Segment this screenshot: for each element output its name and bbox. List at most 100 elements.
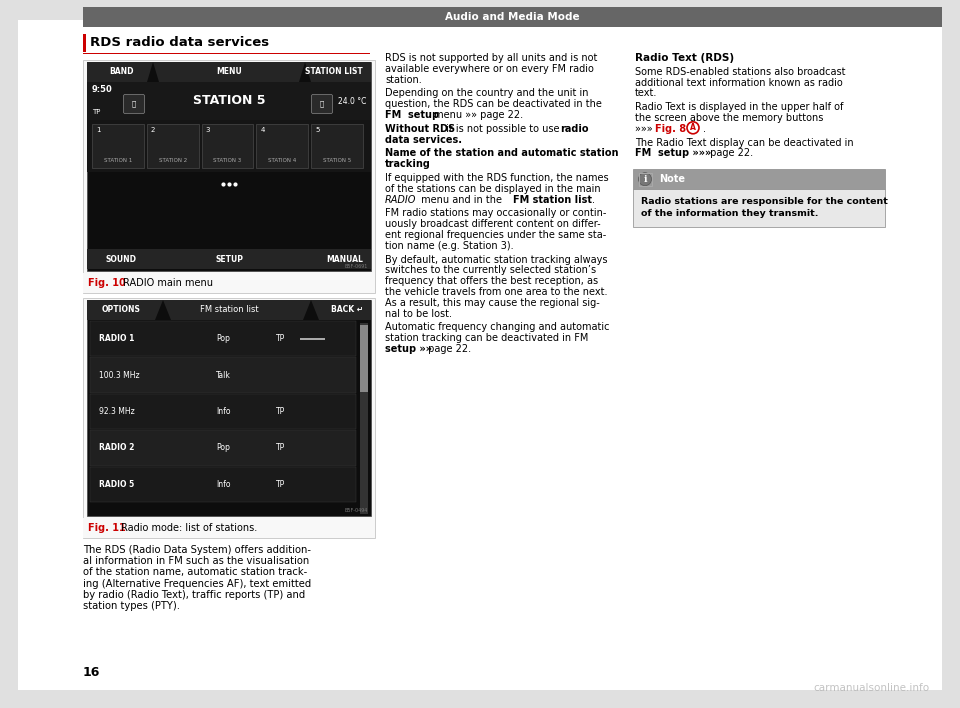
FancyBboxPatch shape xyxy=(311,94,332,113)
Bar xyxy=(90,430,356,466)
Text: RADIO: RADIO xyxy=(385,195,417,205)
Text: 2: 2 xyxy=(151,127,156,133)
Text: menu »» page 22.: menu »» page 22. xyxy=(431,110,523,120)
Text: ent regional frequencies under the same sta-: ent regional frequencies under the same … xyxy=(385,230,607,240)
Text: Radio Text (RDS): Radio Text (RDS) xyxy=(635,53,734,63)
Text: additional text information known as radio: additional text information known as rad… xyxy=(635,78,843,88)
Text: of the information they transmit.: of the information they transmit. xyxy=(641,209,819,218)
Bar xyxy=(83,53,370,54)
Text: ⏭: ⏭ xyxy=(320,101,324,108)
Text: 1: 1 xyxy=(96,127,101,133)
Text: menu and in the: menu and in the xyxy=(418,195,505,205)
Text: SOUND: SOUND xyxy=(105,254,136,263)
Text: TP: TP xyxy=(276,480,285,489)
Bar xyxy=(87,82,371,120)
Text: TP: TP xyxy=(276,443,285,452)
Text: TP: TP xyxy=(276,407,285,416)
Text: Fig. 10: Fig. 10 xyxy=(88,278,126,288)
Bar xyxy=(87,62,371,82)
Text: OPTIONS: OPTIONS xyxy=(102,305,141,314)
Text: setup »»: setup »» xyxy=(385,344,432,354)
Text: FM  setup »»»: FM setup »»» xyxy=(635,149,711,159)
Bar xyxy=(360,325,368,392)
Text: Info: Info xyxy=(216,480,230,489)
Text: As a result, this may cause the regional sig-: As a result, this may cause the regional… xyxy=(385,298,600,308)
Text: Pop: Pop xyxy=(216,334,230,343)
Text: tracking: tracking xyxy=(385,159,431,169)
Text: the screen above the memory buttons: the screen above the memory buttons xyxy=(635,113,824,123)
Text: by radio (Radio Text), traffic reports (TP) and: by radio (Radio Text), traffic reports (… xyxy=(83,590,305,600)
Bar xyxy=(633,169,885,189)
Text: i: i xyxy=(643,175,647,183)
Text: RADIO 2: RADIO 2 xyxy=(99,443,134,452)
Bar xyxy=(90,358,356,393)
Bar xyxy=(87,249,371,269)
Text: TP: TP xyxy=(276,334,285,343)
Text: »»»: »»» xyxy=(635,124,656,134)
Text: RDS is not supported by all units and is not: RDS is not supported by all units and is… xyxy=(385,53,597,63)
Text: The Radio Text display can be deactivated in: The Radio Text display can be deactivate… xyxy=(635,137,853,147)
Text: of the stations can be displayed in the main: of the stations can be displayed in the … xyxy=(385,184,601,194)
Text: B5F-0494: B5F-0494 xyxy=(345,508,368,513)
Polygon shape xyxy=(155,300,171,320)
Text: page 22.: page 22. xyxy=(425,344,471,354)
Text: STATION LIST: STATION LIST xyxy=(305,67,363,76)
Bar xyxy=(83,298,375,538)
Text: FM  setup: FM setup xyxy=(385,110,439,120)
Text: ⏮: ⏮ xyxy=(132,101,136,108)
Text: the vehicle travels from one area to the next.: the vehicle travels from one area to the… xyxy=(385,287,608,297)
Text: it is not possible to use: it is not possible to use xyxy=(443,124,563,134)
Text: data services.: data services. xyxy=(385,135,462,144)
Text: Audio and Media Mode: Audio and Media Mode xyxy=(444,12,579,22)
FancyBboxPatch shape xyxy=(124,94,145,113)
Text: station tracking can be deactivated in FM: station tracking can be deactivated in F… xyxy=(385,333,588,343)
Circle shape xyxy=(638,173,652,185)
Bar xyxy=(300,338,325,340)
Text: TP: TP xyxy=(92,109,101,115)
Text: Fig. 8: Fig. 8 xyxy=(655,124,686,134)
Bar xyxy=(256,124,308,168)
Bar xyxy=(83,518,375,538)
Bar xyxy=(90,467,356,502)
Text: available everywhere or on every FM radio: available everywhere or on every FM radi… xyxy=(385,64,594,74)
Text: RADIO 5: RADIO 5 xyxy=(99,480,134,489)
Bar xyxy=(147,124,199,168)
Text: Depending on the country and the unit in: Depending on the country and the unit in xyxy=(385,88,588,98)
Text: STATION 5: STATION 5 xyxy=(323,159,351,164)
Text: By default, automatic station tracking always: By default, automatic station tracking a… xyxy=(385,255,608,265)
Text: 5: 5 xyxy=(315,127,320,133)
Text: Fig. 11: Fig. 11 xyxy=(88,523,126,533)
Text: Radio Text is displayed in the upper half of: Radio Text is displayed in the upper hal… xyxy=(635,102,844,112)
Text: 24.0 °C: 24.0 °C xyxy=(338,96,366,105)
Text: The RDS (Radio Data System) offers addition-: The RDS (Radio Data System) offers addit… xyxy=(83,545,311,555)
Text: BAND: BAND xyxy=(109,67,133,76)
Text: STATION 1: STATION 1 xyxy=(104,159,132,164)
Text: nal to be lost.: nal to be lost. xyxy=(385,309,452,319)
Text: .: . xyxy=(592,195,595,205)
Text: STATION 3: STATION 3 xyxy=(213,159,242,164)
Text: MENU: MENU xyxy=(216,67,242,76)
Text: station types (PTY).: station types (PTY). xyxy=(83,601,180,611)
Text: al information in FM such as the visualisation: al information in FM such as the visuali… xyxy=(83,556,309,566)
Bar xyxy=(83,7,942,27)
Text: page 22.: page 22. xyxy=(707,149,754,159)
Text: STATION 5: STATION 5 xyxy=(193,94,265,108)
Polygon shape xyxy=(303,300,319,320)
Text: tion name (e.g. Station 3).: tion name (e.g. Station 3). xyxy=(385,241,514,251)
Bar xyxy=(87,300,371,320)
Polygon shape xyxy=(147,62,159,82)
Text: frequency that offers the best reception, as: frequency that offers the best reception… xyxy=(385,276,598,286)
Text: 16: 16 xyxy=(83,666,101,680)
Text: station.: station. xyxy=(385,74,421,84)
Bar xyxy=(311,124,363,168)
Text: Some RDS-enabled stations also broadcast: Some RDS-enabled stations also broadcast xyxy=(635,67,846,76)
Bar xyxy=(83,60,375,293)
Text: BACK ↵: BACK ↵ xyxy=(331,305,363,314)
Bar xyxy=(87,120,371,172)
Bar xyxy=(83,273,375,293)
Text: B5F-0691: B5F-0691 xyxy=(345,264,368,269)
Text: .: . xyxy=(703,124,706,134)
Text: ing (Alternative Frequencies AF), text emitted: ing (Alternative Frequencies AF), text e… xyxy=(83,578,311,588)
Text: 9:50: 9:50 xyxy=(92,86,112,94)
Text: If equipped with the RDS function, the names: If equipped with the RDS function, the n… xyxy=(385,173,609,183)
